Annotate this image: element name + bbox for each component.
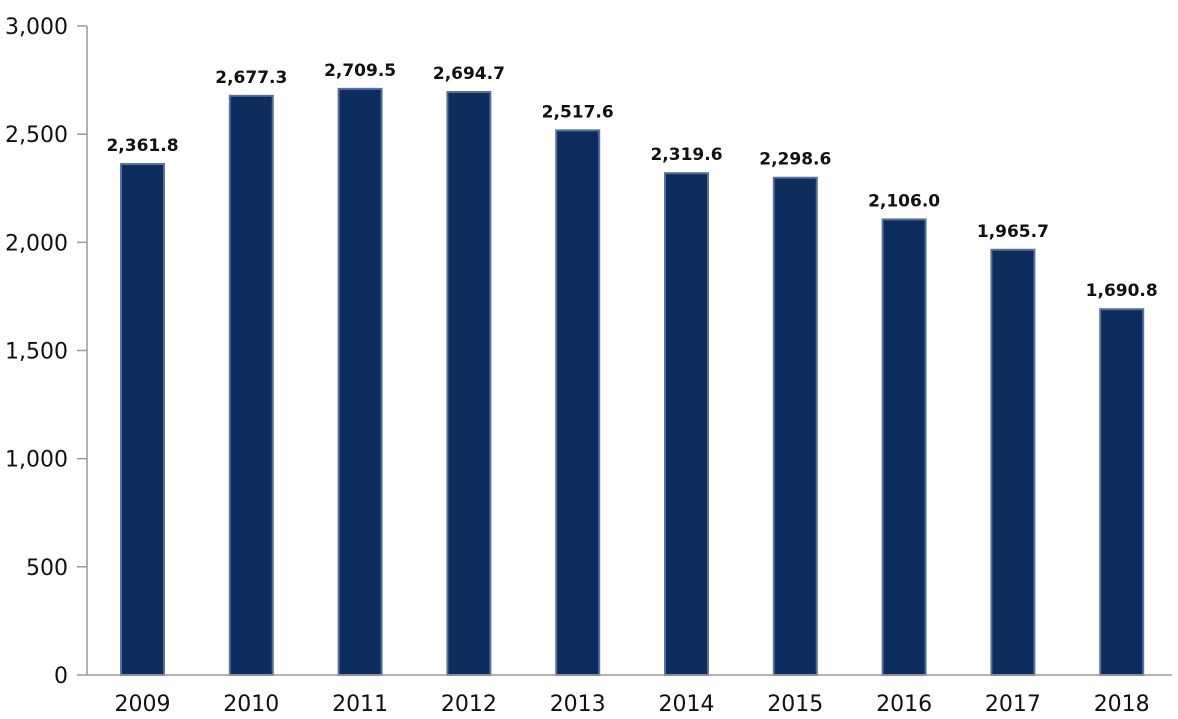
data-label-2009: 2,361.8: [106, 136, 178, 156]
y-tick-label: 1,500: [5, 340, 68, 365]
data-label-2012: 2,694.7: [433, 64, 505, 84]
bar-2012: [446, 91, 492, 676]
bar-2018: [1099, 308, 1145, 676]
bar-2011: [337, 87, 383, 676]
x-tick-label: 2009: [115, 692, 171, 717]
x-tick-label: 2012: [441, 692, 497, 717]
x-tick-label: 2016: [876, 692, 932, 717]
bar-2016: [881, 218, 927, 676]
data-label-2017: 1,965.7: [977, 222, 1049, 242]
bar-2014: [664, 172, 709, 676]
bars: [120, 87, 1145, 677]
bar-2009: [120, 163, 165, 676]
x-tick-label: 2018: [1094, 692, 1150, 717]
data-label-2010: 2,677.3: [215, 68, 287, 88]
bar-2015: [772, 176, 818, 676]
data-labels: 2,361.8 2,677.3 2,709.5 2,694.7 2,517.6 2,319…: [106, 61, 1157, 301]
data-label-2015: 2,298.6: [759, 150, 831, 170]
bar-2010: [228, 94, 274, 676]
x-tick-label: 2017: [985, 692, 1041, 717]
data-label-2018: 1,690.8: [1086, 281, 1158, 301]
data-label-2014: 2,319.6: [650, 145, 722, 165]
x-axis: 2009 2010 2011 2012 2013 2014 2015 2016 2017 2018: [87, 674, 1172, 717]
data-label-2013: 2,517.6: [542, 102, 614, 122]
y-tick-label: 0: [54, 664, 68, 689]
x-tick-label: 2014: [659, 692, 715, 717]
x-tick-label: 2015: [767, 692, 823, 717]
x-tick-label: 2013: [550, 692, 606, 717]
bar-2017: [990, 248, 1036, 676]
data-label-2016: 2,106.0: [868, 191, 940, 211]
bar-2013: [555, 129, 601, 677]
data-label-2011: 2,709.5: [324, 61, 396, 81]
x-tick-label: 2011: [332, 692, 388, 717]
x-tick-label: 2010: [223, 692, 279, 717]
y-tick-label: 3,000: [5, 15, 68, 40]
y-tick-label: 500: [26, 556, 68, 581]
y-tick-label: 1,000: [5, 448, 68, 473]
y-tick-label: 2,000: [5, 231, 68, 256]
y-tick-label: 2,500: [5, 123, 68, 148]
y-axis: 0 500 1,000 1,500 2,000 2,500 3,000: [5, 15, 88, 689]
